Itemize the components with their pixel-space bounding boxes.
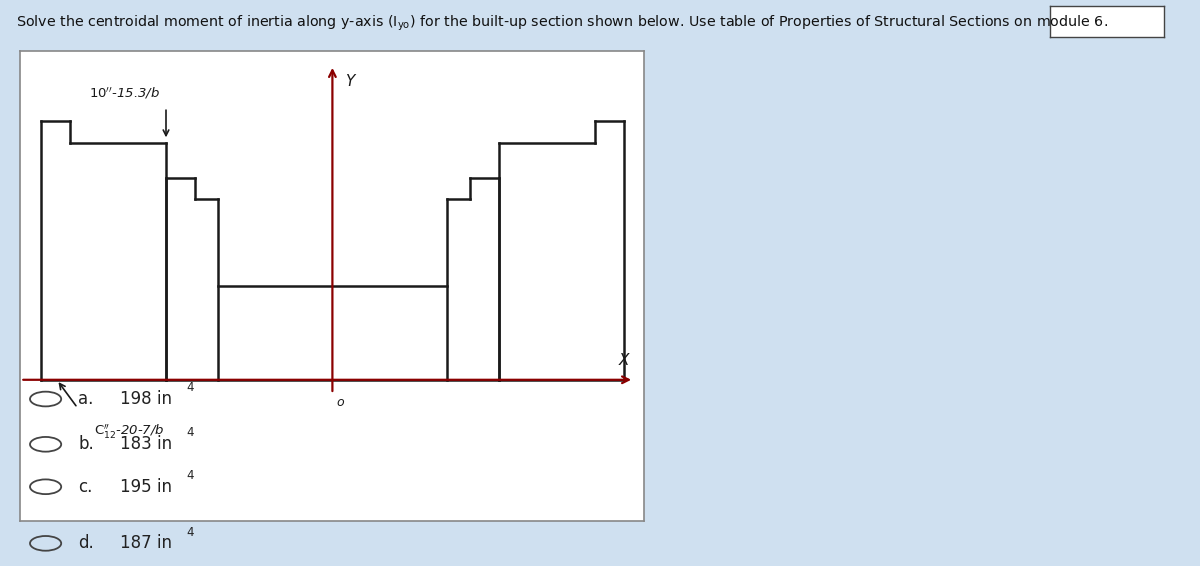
Text: $10^{\prime\prime}$-15.3/b: $10^{\prime\prime}$-15.3/b (89, 85, 160, 101)
Text: 187 in: 187 in (120, 534, 172, 552)
Text: 183 in: 183 in (120, 435, 172, 453)
Text: 195 in: 195 in (120, 478, 172, 496)
Text: Y: Y (346, 74, 355, 89)
Text: X: X (618, 353, 629, 368)
Text: 198 in: 198 in (120, 390, 172, 408)
Text: d.: d. (78, 534, 94, 552)
Text: Solve the centroidal moment of inertia along y-axis (I$_{\mathsf{yo}}$) for the : Solve the centroidal moment of inertia a… (16, 14, 1108, 33)
Text: 4: 4 (186, 469, 193, 482)
Text: 4: 4 (186, 381, 193, 394)
Text: a.: a. (78, 390, 94, 408)
Text: o: o (336, 396, 344, 409)
Text: $\mathsf{C}_{12}^{\prime\prime}$-20-7/b: $\mathsf{C}_{12}^{\prime\prime}$-20-7/b (95, 422, 164, 440)
Text: 4: 4 (186, 526, 193, 538)
Text: c.: c. (78, 478, 92, 496)
Text: b.: b. (78, 435, 94, 453)
Text: 4: 4 (186, 427, 193, 439)
